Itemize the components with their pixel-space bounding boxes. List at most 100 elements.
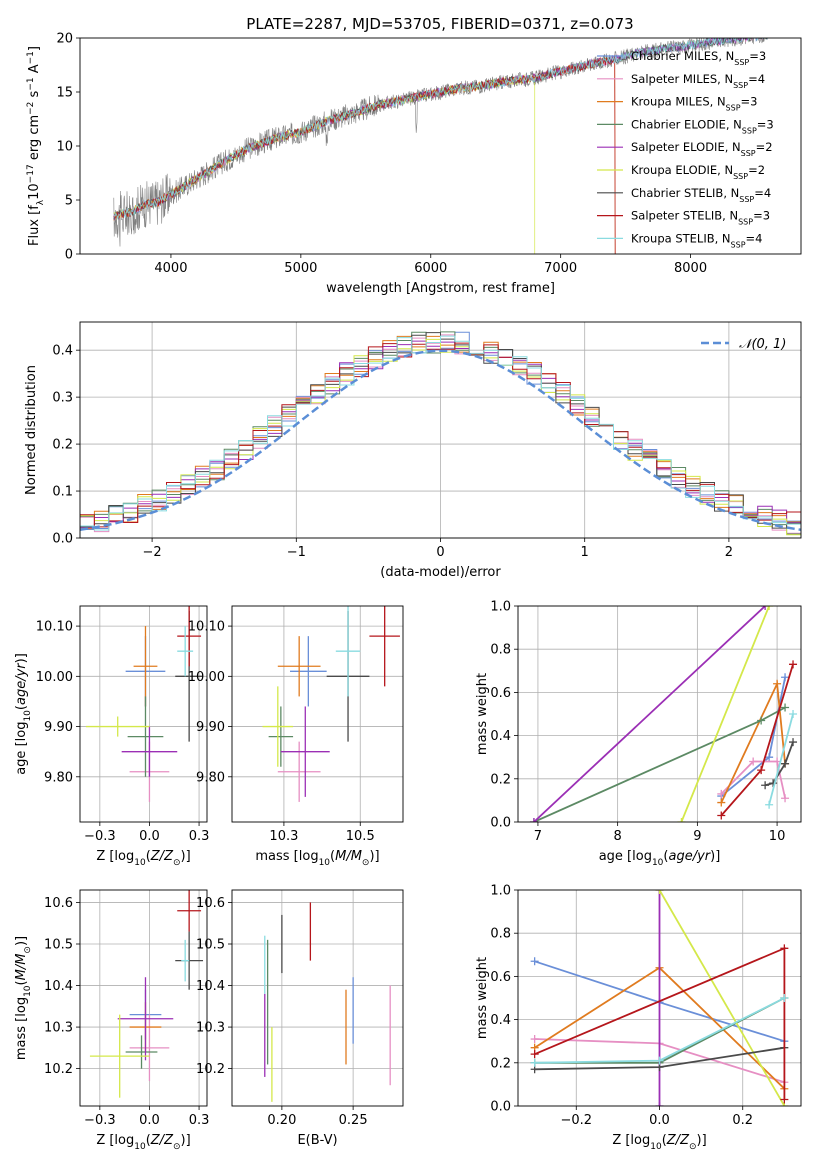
mass-weight-marker <box>781 673 790 682</box>
x-tick-label: −2 <box>143 545 162 560</box>
x-tick-label: 0 <box>436 545 444 560</box>
plot-area-spectrum <box>113 38 769 254</box>
x-axis-label: Z [log10(Z/Z⊙)] <box>96 849 190 868</box>
mass-weight-marker <box>765 606 774 610</box>
y-axis-label: mass weight <box>475 957 490 1039</box>
x-axis-label: wavelength [Angstrom, rest frame] <box>326 281 555 296</box>
mass-weight-line <box>658 890 786 1106</box>
mass-weight-marker <box>769 779 778 788</box>
panel-age-vs-mass: 10.3 10.5 9.80 9.90 10.00 10.10 mass [log10(M/… <box>188 605 404 868</box>
axes-frame <box>231 889 404 1107</box>
y-tick-label: 10.2 <box>196 1062 225 1077</box>
mass-weight-marker <box>717 811 726 820</box>
gaussian-curve <box>80 349 801 532</box>
legend-label: Chabrier STELIB, NSSP=4 <box>631 186 771 204</box>
y-tick-label: 0.3 <box>52 391 73 406</box>
legend-label: Kroupa MILES, NSSP=3 <box>631 95 757 113</box>
model-spectrum-line <box>113 38 769 220</box>
y-tick-label: 5 <box>65 194 73 209</box>
plot-area-weight-vs-age <box>529 606 798 822</box>
mass-weight-line <box>720 760 786 799</box>
y-tick-label: 1.0 <box>490 884 511 899</box>
mass-weight-marker <box>780 994 789 1002</box>
mass-weight-marker <box>789 738 798 747</box>
y-tick-label: 9.90 <box>196 720 225 735</box>
y-tick-label: 10.5 <box>44 938 73 953</box>
y-tick-label: 20 <box>56 32 73 47</box>
x-tick-label: 10 <box>769 829 786 844</box>
y-tick-label: 0.8 <box>490 643 511 658</box>
x-tick-label: 0.0 <box>139 1113 160 1128</box>
mass-weight-marker <box>655 1056 664 1065</box>
axes-frame <box>79 605 208 823</box>
panel-weight-vs-age: 7 8 9 10 0.0 0.2 0.4 0.6 0.8 1.0 age [log10(age/yr… <box>475 600 802 868</box>
x-tick-label: 7000 <box>544 261 577 276</box>
mass-weight-marker <box>655 890 664 894</box>
x-tick-label: 4000 <box>154 261 187 276</box>
legend-label: Chabrier ELODIE, NSSP=3 <box>631 117 774 135</box>
y-tick-label: 10.4 <box>196 979 225 994</box>
model-spectrum-line <box>113 38 769 220</box>
axes-frame <box>79 321 802 539</box>
x-tick-label: 0.20 <box>267 1113 296 1128</box>
mass-weight-marker <box>530 957 539 966</box>
x-axis-label: Z [log10(Z/Z⊙)] <box>96 1133 190 1152</box>
y-tick-label: 10.10 <box>36 620 73 635</box>
x-tick-label: 2 <box>725 545 733 560</box>
mass-weight-marker <box>765 753 774 762</box>
y-tick-label: 0.0 <box>490 816 511 831</box>
plot-area-mass-vs-ebv <box>264 902 391 1102</box>
mass-weight-marker <box>780 1095 789 1104</box>
x-tick-label: 0.0 <box>649 1113 670 1128</box>
y-tick-label: 15 <box>56 86 73 101</box>
y-tick-label: 0.4 <box>490 1013 511 1028</box>
plot-area-age-vs-z <box>85 606 204 802</box>
plot-area-residuals <box>80 331 801 538</box>
panel-spectrum: 4000 5000 6000 7000 8000 0 5 10 15 20 wavelength [… <box>26 32 802 296</box>
mass-weight-line <box>768 713 794 805</box>
figure-title: PLATE=2287, MJD=53705, FIBERID=0371, z=0… <box>246 15 633 33</box>
mass-weight-line <box>764 741 794 787</box>
x-tick-label: −0.3 <box>84 1113 116 1128</box>
axes-frame <box>231 605 404 823</box>
panel-residuals: −2 −1 0 1 2 0.0 0.1 0.2 0.3 0.4 (data-model)/error… <box>24 321 802 580</box>
panel-weight-vs-z: −0.2 0.0 0.2 0.0 0.2 0.4 0.6 0.8 1.0 Z [log10(Z/Z… <box>475 884 802 1152</box>
y-tick-label: 10.00 <box>36 670 73 685</box>
y-tick-label: 0.2 <box>490 772 511 787</box>
y-tick-label: 9.80 <box>44 770 73 785</box>
mass-weight-marker <box>655 1102 664 1106</box>
axes-frame <box>79 37 802 255</box>
x-axis-label: (data-model)/error <box>380 565 501 580</box>
x-tick-label: −0.2 <box>560 1113 592 1128</box>
y-tick-label: 10.2 <box>44 1062 73 1077</box>
y-tick-label: 0.4 <box>490 729 511 744</box>
mass-weight-marker <box>749 757 758 766</box>
y-tick-label: 10.3 <box>196 1021 225 1036</box>
mass-weight-marker <box>757 766 766 775</box>
x-tick-label: 0.25 <box>339 1113 368 1128</box>
x-tick-label: 7 <box>534 829 542 844</box>
mass-weight-marker <box>530 1058 539 1067</box>
y-tick-label: 0.1 <box>52 485 73 500</box>
mass-weight-marker <box>789 660 798 669</box>
legend-label: Chabrier MILES, NSSP=3 <box>631 49 766 67</box>
x-tick-label: 10.3 <box>269 829 298 844</box>
panel-mass-vs-z: −0.3 0.0 0.3 10.2 10.3 10.4 10.5 10.6 Z [log10(Z… <box>14 889 209 1152</box>
y-tick-label: 10.6 <box>44 896 73 911</box>
legend-label: Kroupa STELIB, NSSP=4 <box>631 231 762 249</box>
y-tick-label: 10.10 <box>188 620 225 635</box>
axes-frame <box>517 605 802 823</box>
plot-area-mass-vs-z <box>89 890 204 1098</box>
mass-weight-marker <box>773 679 782 688</box>
x-tick-label: 1 <box>581 545 589 560</box>
legend-label: Salpeter STELIB, NSSP=3 <box>631 209 770 227</box>
legend-label: Salpeter MILES, NSSP=4 <box>631 72 765 90</box>
x-tick-label: 9 <box>693 829 701 844</box>
x-tick-label: 0.3 <box>189 829 210 844</box>
mass-weight-marker <box>789 710 798 718</box>
mass-weight-line <box>533 606 766 822</box>
y-axis-label: Normed distribution <box>24 365 39 495</box>
mass-weight-marker <box>780 944 789 953</box>
